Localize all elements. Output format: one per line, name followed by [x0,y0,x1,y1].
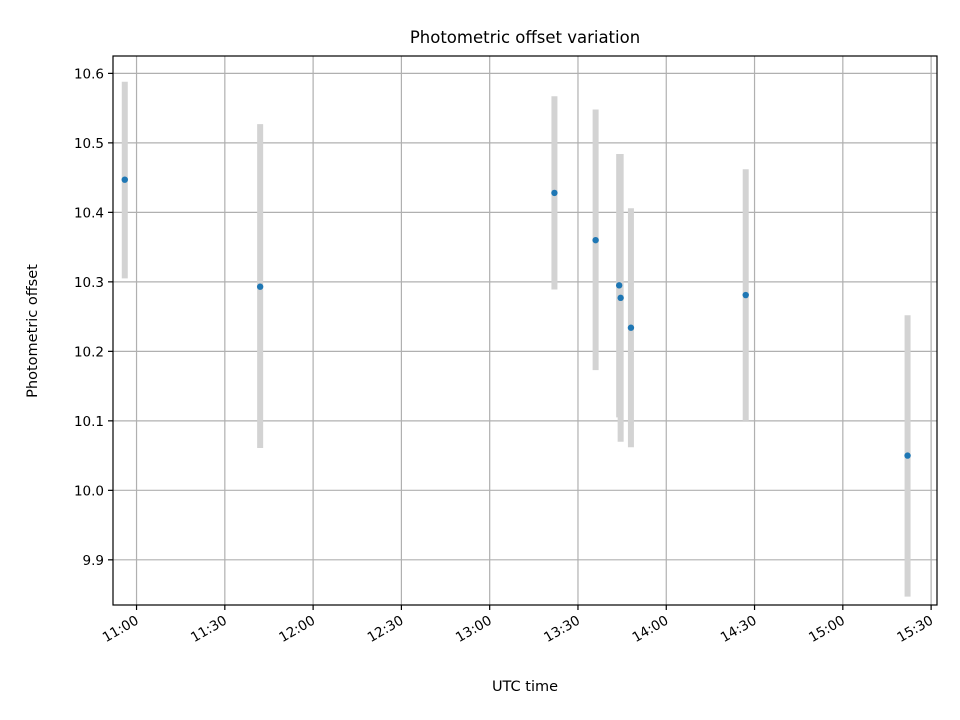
y-tick-label: 10.1 [74,414,104,430]
data-point [904,452,911,459]
grid-layer [113,56,937,605]
data-point [256,283,264,290]
x-axis-title: UTC time [492,679,558,695]
data-point [617,294,624,302]
data-point [121,176,128,183]
data-point [592,236,599,244]
chart-title: Photometric offset variation [410,28,640,47]
y-tick-label: 10.0 [74,483,104,499]
y-tick-label: 9.9 [83,553,104,569]
plot-frame [112,55,938,606]
point-layer [121,176,911,459]
y-tick-label: 10.3 [74,275,104,291]
y-axis-title: Photometric offset [25,264,41,398]
data-point [627,324,635,331]
y-tick-label: 10.2 [74,344,104,360]
data-point [742,291,749,299]
data-point [615,282,623,289]
y-tick-label: 10.5 [74,136,104,152]
data-point [551,189,558,197]
y-tick-label: 10.4 [74,205,104,221]
y-tick-label: 10.6 [74,66,104,82]
